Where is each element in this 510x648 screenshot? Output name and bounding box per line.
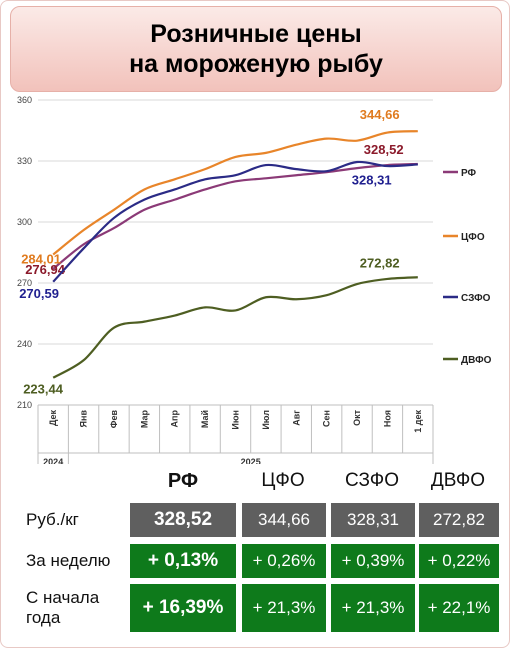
value-dvfo-week: + 0,22%: [419, 544, 499, 578]
value-dvfo-rub-kg: 272,82: [419, 503, 499, 537]
value-cfo-ytd: + 21,3%: [242, 584, 326, 632]
y-tick-label: 240: [17, 339, 32, 349]
x-tick-label: Дек: [48, 410, 58, 427]
row-label-ytd-line-2: года: [26, 608, 61, 627]
start-value-label: 223,44: [23, 382, 64, 397]
legend-label: ЦФО: [461, 232, 485, 243]
start-value-label: 276,94: [25, 262, 66, 277]
x-tick-label: 1 дек: [413, 410, 423, 433]
year-label: 2024: [43, 457, 63, 464]
row-label-ytd-line-1: С начала: [26, 588, 100, 607]
series-line-ЦФО: [52, 130, 418, 256]
legend-label: ДВФО: [461, 355, 492, 366]
value-szfo-ytd: + 21,3%: [331, 584, 415, 632]
x-tick-label: Окт: [352, 409, 362, 426]
table-header-rf: РФ: [167, 469, 199, 492]
value-cfo-week: + 0,26%: [242, 544, 326, 578]
series-line-ДВФО: [52, 276, 418, 379]
value-szfo-rub-kg: 328,31: [331, 503, 415, 537]
value-dvfo-ytd: + 22,1%: [419, 584, 499, 632]
legend-label: РФ: [461, 168, 477, 179]
y-tick-label: 300: [17, 217, 32, 227]
value-rf-rub-kg: 328,52: [130, 503, 236, 537]
year-label: 2025: [241, 457, 261, 464]
y-tick-label: 270: [17, 278, 32, 288]
x-tick-label: Фев: [109, 410, 119, 429]
x-tick-label: Июн: [231, 410, 241, 430]
x-tick-label: Авг: [291, 410, 301, 426]
table-header-cfo: ЦФО: [261, 470, 305, 491]
table-header-dvfo: ДВФО: [430, 470, 486, 491]
x-tick-label: Апр: [170, 410, 180, 428]
title-line-2: на мороженую рыбу: [129, 50, 383, 78]
price-line-chart: 360 330 300 270 240 210 Дек Янв Фев Мар Апр Май Июн И…: [17, 95, 492, 464]
end-value-label: 272,82: [360, 255, 400, 270]
y-tick-label: 360: [17, 95, 32, 105]
y-tick-label: 210: [17, 400, 32, 410]
row-label-rub-kg: Руб./кг: [26, 510, 79, 529]
x-tick-label: Ноя: [382, 410, 392, 427]
series-line-РФ: [52, 162, 418, 270]
row-label-week: За неделю: [26, 551, 111, 570]
x-tick-label: Мар: [139, 410, 149, 429]
title-banner: Розничные цены на мороженую рыбу: [10, 6, 502, 92]
legend-label: СЗФО: [461, 293, 491, 304]
x-tick-label: Июл: [261, 410, 271, 430]
start-value-label: 270,59: [19, 286, 59, 301]
end-value-label: 344,66: [360, 107, 400, 122]
x-tick-label: Янв: [79, 410, 89, 428]
table-header-szfo: СЗФО: [345, 470, 399, 491]
y-tick-label: 330: [17, 156, 32, 166]
end-value-label: 328,52: [364, 142, 404, 157]
title-line-1: Розничные цены: [150, 20, 362, 48]
x-tick-label: Сен: [322, 410, 332, 427]
series-line-СЗФО: [52, 160, 418, 283]
end-value-label: 328,31: [352, 172, 392, 187]
value-rf-ytd: + 16,39%: [130, 584, 236, 632]
value-rf-week: + 0,13%: [130, 544, 236, 578]
x-tick-label: Май: [200, 410, 210, 428]
start-value-label: 284,01: [21, 252, 61, 267]
value-szfo-week: + 0,39%: [331, 544, 415, 578]
row-label-ytd: С начала года: [26, 584, 126, 632]
value-cfo-rub-kg: 344,66: [242, 503, 326, 537]
